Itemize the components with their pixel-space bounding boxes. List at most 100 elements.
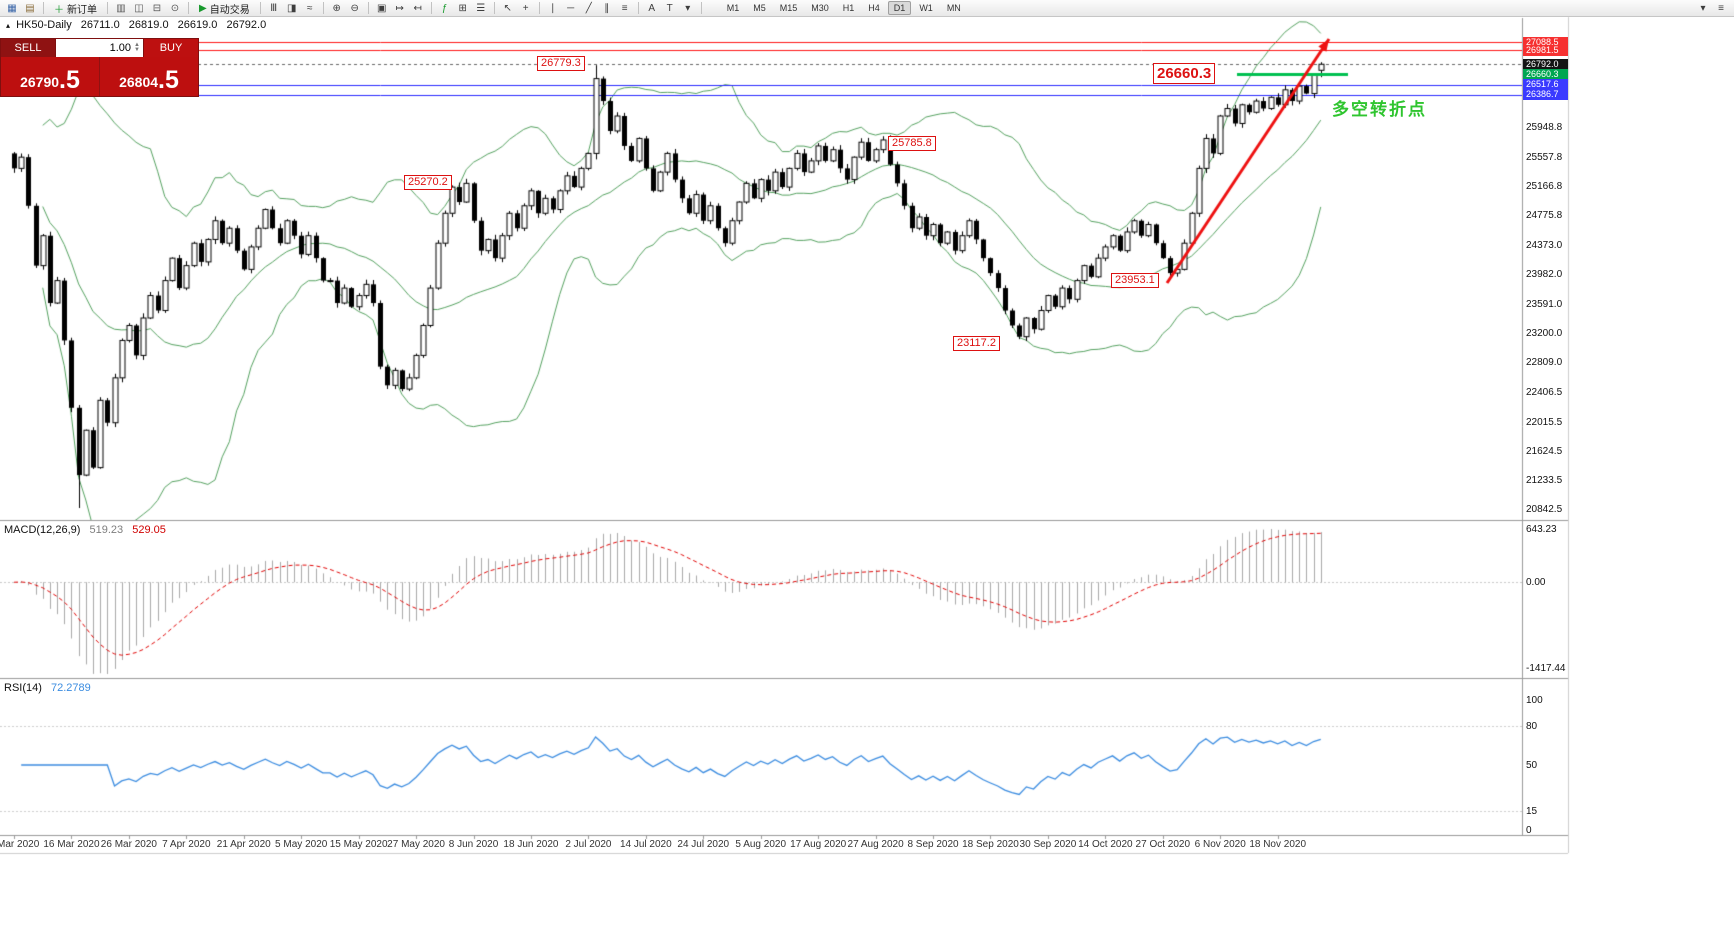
time-axis-label: 27 Aug 2020	[847, 839, 904, 850]
sell-price[interactable]: 26790.5	[1, 57, 99, 96]
price-tag-label[interactable]: 25785.8	[888, 136, 936, 151]
time-axis-label: 5 May 2020	[275, 839, 328, 850]
terminal-button[interactable]: ⊟	[149, 1, 165, 16]
arrows-button[interactable]: ▾	[680, 1, 696, 16]
time-axis-label: 27 Oct 2020	[1135, 839, 1191, 850]
volume-value: 1.00	[109, 42, 132, 54]
navigator-button[interactable]: ◫	[131, 1, 147, 16]
templates-button[interactable]: ☰	[473, 1, 489, 16]
strategy-tester-button[interactable]: ⊙	[167, 1, 183, 16]
crosshair-button[interactable]: +	[518, 1, 534, 16]
text-button[interactable]: A	[644, 1, 660, 16]
toolbar-separator	[493, 2, 495, 14]
price-axis-label: 25166.8	[1526, 180, 1563, 192]
fibonacci-button[interactable]: ≡	[617, 1, 633, 16]
volume-down-icon[interactable]: ▼	[134, 47, 140, 53]
new-chart-button[interactable]: ▦	[4, 1, 20, 16]
autotrade-label: 自动交易	[209, 4, 250, 16]
vertical-line-icon: ∣	[550, 2, 556, 14]
rsi-label: RSI(14)	[4, 682, 42, 694]
toolbar-separator	[637, 2, 639, 14]
tile-windows-icon: ▣	[376, 2, 387, 14]
time-axis-label: 17 Aug 2020	[790, 839, 847, 850]
volume-input[interactable]: 1.00 ▲ ▼	[55, 39, 144, 57]
timeframe-m15-button[interactable]: M15	[779, 3, 798, 13]
turning-point-annotation[interactable]: 多空转折点	[1332, 100, 1427, 119]
toolbar-right-icons: ▾ ≡	[1694, 1, 1730, 16]
bar-chart-button[interactable]: Ⅲ	[266, 1, 282, 16]
time-axis-label: 18 Jun 2020	[503, 839, 559, 850]
vertical-line-button[interactable]: ∣	[545, 1, 561, 16]
macd-label: MACD(12,26,9)	[4, 524, 81, 536]
price-axis-label: 21624.5	[1526, 445, 1563, 457]
toolbar-overflow-button[interactable]: ▾	[1700, 3, 1706, 14]
timeframe-m30-button[interactable]: M30	[811, 3, 829, 13]
periods-button[interactable]: ⊞	[455, 1, 471, 16]
cursor-button[interactable]: ↖	[500, 1, 516, 16]
timeframe-m1-button[interactable]: M1	[726, 3, 740, 13]
timeframe-h1-button[interactable]: H1	[842, 3, 855, 13]
zoom-in-button[interactable]: ⊕	[329, 1, 345, 16]
timeframe-mn-button[interactable]: MN	[946, 3, 961, 13]
timeframe-d1-button[interactable]: D1	[887, 1, 912, 15]
label-icon: T	[666, 2, 673, 14]
timeframe-m5-button[interactable]: M5	[753, 3, 766, 13]
price-tag-label[interactable]: 23953.1	[1111, 273, 1159, 288]
channel-button[interactable]: ∥	[599, 1, 615, 16]
toolbar-separator	[107, 2, 108, 14]
auto-scroll-button[interactable]: ↦	[392, 1, 408, 16]
fibonacci-icon: ≡	[621, 2, 628, 14]
horizontal-line-icon: ─	[567, 2, 575, 14]
price-tag-label[interactable]: 26779.3	[537, 56, 585, 71]
profiles-button[interactable]: ▤	[22, 1, 38, 16]
toolbar-separator	[367, 2, 369, 14]
indicators-button[interactable]: ƒ	[437, 1, 453, 16]
zoom-out-button[interactable]: ⊖	[347, 1, 363, 16]
chart-collapse-icon[interactable]: ▴	[6, 21, 11, 30]
ohlc-close: 26792.0	[226, 19, 267, 31]
price-axis-badge: 27088.5	[1523, 36, 1568, 48]
ohlc-high: 26819.0	[128, 19, 169, 31]
auto-scroll-icon: ↦	[395, 2, 404, 14]
new-chart-icon: ▦	[7, 2, 17, 14]
chart-symbol-label: HK50-Daily	[16, 19, 72, 31]
timeframe-h4-button[interactable]: H4	[868, 3, 880, 13]
price-tag-label[interactable]: 23117.2	[953, 336, 1000, 351]
price-tag-label[interactable]: 26660.3	[1153, 63, 1216, 84]
candle-chart-icon: ◨	[286, 2, 297, 14]
price-axis-label: 21233.5	[1526, 475, 1563, 487]
tile-windows-button[interactable]: ▣	[374, 1, 390, 16]
trendline-icon: ╱	[585, 2, 592, 14]
volume-spinner[interactable]: ▲ ▼	[134, 42, 140, 53]
horizontal-line-button[interactable]: ─	[563, 1, 579, 16]
window-list-button[interactable]: ≡	[1718, 3, 1724, 14]
ohlc-open: 26711.0	[80, 19, 120, 31]
time-axis-label: 18 Sep 2020	[962, 839, 1019, 850]
price-axis-label: 20842.5	[1526, 504, 1563, 516]
price-axis-badge: 26386.7	[1523, 89, 1568, 101]
rsi-axis-label: 100	[1526, 695, 1543, 706]
profiles-icon: ▤	[25, 2, 35, 14]
toolbar-separator	[322, 2, 324, 14]
chart-shift-button[interactable]: ↤	[410, 1, 426, 16]
buy-price[interactable]: 26804.5	[99, 57, 198, 96]
sell-button[interactable]: SELL	[1, 39, 55, 57]
label-button[interactable]: T	[662, 1, 678, 16]
new-order-button[interactable]: ＋新订单	[49, 1, 102, 16]
buy-button[interactable]: BUY	[144, 39, 198, 57]
candle-chart-button[interactable]: ◨	[284, 1, 300, 16]
line-chart-button[interactable]: ≈	[302, 1, 318, 16]
market-watch-button[interactable]: ▥	[113, 1, 129, 16]
trendline-button[interactable]: ╱	[581, 1, 597, 16]
main-toolbar: ▦ ▤ ＋新订单 ▥ ◫ ⊟ ⊙ ▶ 自动交易 Ⅲ ◨ ≈ ⊕ ⊖ ▣ ↦ ↤ ƒ ⊞ ☰ ↖ + ∣ ─ ╱ ∥ ≡ A T ▾ M1 M5…	[0, 0, 1734, 17]
timeframe-w1-button[interactable]: W1	[919, 3, 933, 13]
macd-axis-label: -1417.44	[1526, 663, 1566, 674]
rsi-value: 72.2789	[50, 682, 91, 694]
price-axis-label: 22015.5	[1526, 416, 1563, 428]
price-tag-label[interactable]: 25270.2	[404, 175, 452, 190]
rsi-header: RSI(14) 72.2789	[4, 682, 97, 694]
rsi-axis-label: 50	[1526, 760, 1538, 771]
volume-up-icon[interactable]: ▲	[134, 42, 140, 48]
autotrade-button[interactable]: ▶ 自动交易	[194, 1, 255, 16]
